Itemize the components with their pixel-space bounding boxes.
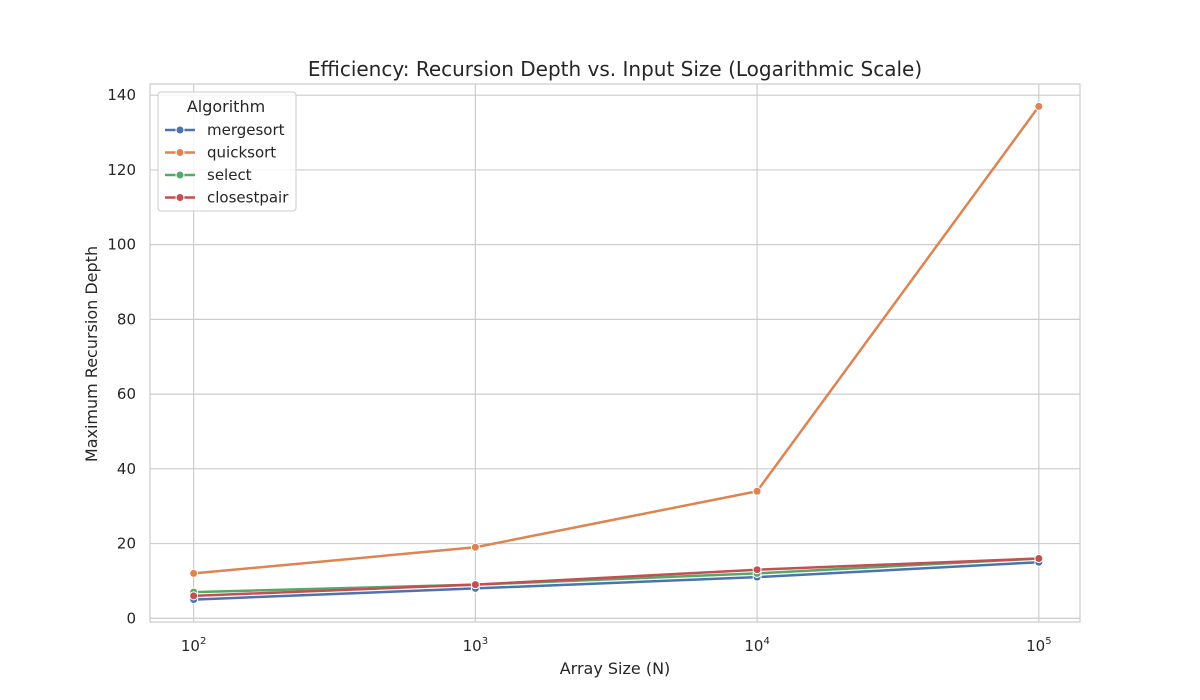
- legend-marker-quicksort: [175, 148, 185, 157]
- x-tick-label: 103: [463, 636, 488, 655]
- y-tick-label: 140: [107, 86, 136, 104]
- data-point-closestpair: [1034, 553, 1044, 563]
- data-point-quicksort: [189, 568, 199, 578]
- data-point-quicksort: [752, 486, 762, 496]
- legend-marker-mergesort: [175, 125, 185, 135]
- x-tick-base: 10: [181, 637, 200, 655]
- y-tick-label: 120: [107, 161, 136, 179]
- series-line-select: [193, 557, 1039, 594]
- plot-area: [149, 83, 1081, 623]
- x-tick-exponent: 5: [1045, 636, 1051, 647]
- series-closestpair: [189, 553, 1044, 601]
- legend-marker-closestpair: [175, 193, 185, 202]
- y-tick-label: 20: [117, 535, 136, 553]
- data-point-closestpair: [752, 565, 762, 575]
- y-tick-label: 40: [117, 460, 136, 478]
- data-point-quicksort: [470, 542, 480, 552]
- y-axis-label: Maximum Recursion Depth: [82, 246, 101, 462]
- legend-label: quicksort: [207, 144, 276, 162]
- y-tick-label: 100: [107, 236, 136, 254]
- x-tick-label: 104: [744, 636, 769, 655]
- legend-label: mergesort: [207, 121, 285, 139]
- y-tick-label: 0: [126, 609, 136, 627]
- x-tick-exponent: 4: [763, 636, 769, 647]
- x-tick-label: 102: [181, 636, 206, 655]
- y-tick-label: 80: [117, 310, 136, 328]
- series-line-mergesort: [193, 560, 1039, 601]
- grid: [150, 84, 1080, 622]
- series-line-closestpair: [193, 557, 1039, 598]
- legend-label: select: [207, 166, 252, 184]
- legend-marker-select: [175, 170, 185, 180]
- chart-title: Efficiency: Recursion Depth vs. Input Si…: [308, 57, 922, 81]
- x-tick-exponent: 3: [482, 636, 488, 647]
- data-point-quicksort: [1034, 101, 1044, 111]
- legend-box: [157, 91, 297, 212]
- x-tick-base: 10: [744, 637, 763, 655]
- x-tick-exponent: 2: [200, 636, 206, 647]
- series-group: [189, 101, 1044, 605]
- x-axis-label: Array Size (N): [560, 659, 671, 678]
- x-tick-label: 105: [1026, 636, 1051, 655]
- series-quicksort: [189, 101, 1044, 578]
- legend-title: Algorithm: [187, 97, 265, 116]
- series-line-quicksort: [193, 105, 1040, 575]
- legend-label: closestpair: [207, 189, 289, 207]
- legend: Algorithm mergesort quicksort select closes…: [157, 91, 297, 212]
- x-tick-base: 10: [1026, 637, 1045, 655]
- data-point-closestpair: [470, 580, 480, 590]
- data-point-closestpair: [189, 591, 199, 601]
- x-tick-base: 10: [463, 637, 482, 655]
- y-tick-label: 60: [117, 385, 136, 403]
